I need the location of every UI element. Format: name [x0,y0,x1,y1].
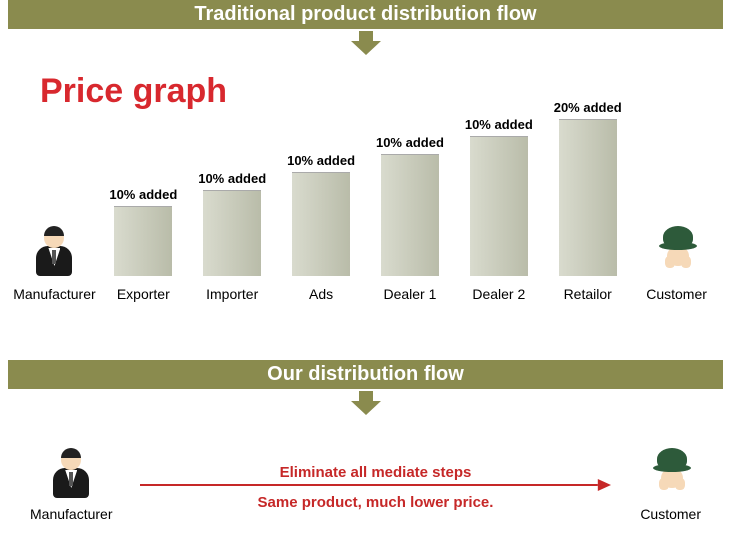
x-label-manufacturer: Manufacturer [10,286,99,302]
bar-label: 10% added [465,117,533,132]
chart-col-exporter: 10% added [99,100,188,276]
x-label-exporter: Exporter [99,286,188,302]
flow-arrow-icon [140,484,611,486]
chart-col-manufacturer [10,100,99,276]
lower-price-text: Same product, much lower price. [140,494,611,511]
top-banner: Traditional product distribution flow [8,0,723,29]
bar [292,172,350,276]
bottom-banner: Our distribution flow [8,360,723,389]
our-flow-section: Our distribution flow Manufacturer Elimi… [0,360,731,550]
price-bar-chart: 10% added 10% added 10% added 10% added 10% … [10,100,721,276]
chart-col-customer [632,100,721,276]
x-label-ads: Ads [277,286,366,302]
bar-label: 10% added [376,135,444,150]
bar-label: 10% added [198,171,266,186]
bar-label: 20% added [554,100,622,115]
x-label-retailor: Retailor [543,286,632,302]
x-label-customer: Customer [632,286,721,302]
businessman-icon [47,448,95,498]
bar [559,119,617,276]
traditional-flow-section: Traditional product distribution flow Pr… [0,0,731,340]
x-label-dealer2: Dealer 2 [454,286,543,302]
chart-col-dealer2: 10% added [454,100,543,276]
bar [203,190,261,276]
x-label-importer: Importer [188,286,277,302]
chart-col-dealer1: 10% added [366,100,455,276]
manufacturer-label: Manufacturer [30,506,112,522]
our-flow-row: Manufacturer Eliminate all mediate steps… [30,430,701,550]
flow-customer: Customer [640,448,701,522]
bar-label: 10% added [109,187,177,202]
customer-label: Customer [640,506,701,522]
businessman-icon [30,226,78,276]
customer-icon [647,448,695,498]
x-label-dealer1: Dealer 1 [366,286,455,302]
bar-label: 10% added [287,153,355,168]
customer-icon [653,226,701,276]
bar [114,206,172,276]
down-arrow-icon [0,391,731,420]
bar [470,136,528,276]
chart-x-labels: ManufacturerExporterImporterAdsDealer 1D… [10,286,721,302]
flow-manufacturer: Manufacturer [30,448,112,522]
chart-col-retailor: 20% added [543,100,632,276]
chart-col-importer: 10% added [188,100,277,276]
bar [381,154,439,276]
chart-col-ads: 10% added [277,100,366,276]
down-arrow-icon [0,31,731,60]
